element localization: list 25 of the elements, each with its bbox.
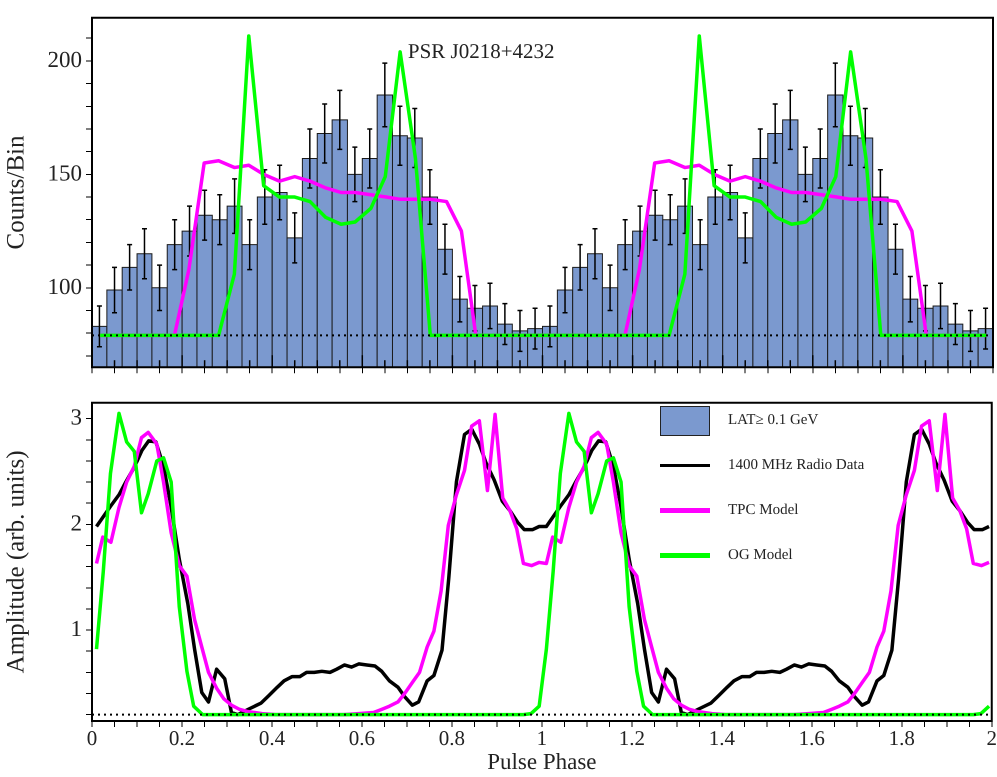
legend-label: TPC Model xyxy=(728,502,798,519)
y-axis-title: Amplitude (arb. units) xyxy=(2,450,30,674)
y-tick-label: 3 xyxy=(70,404,82,430)
y-axis-title: Counts/Bin xyxy=(2,135,30,250)
x-tick-label: 0.2 xyxy=(168,726,196,750)
legend-label: LAT≥ 0.1 GeV xyxy=(728,412,818,429)
x-tick-label: 0.8 xyxy=(438,726,466,750)
x-tick-label: 0.4 xyxy=(258,726,286,750)
y-tick-label: 1 xyxy=(70,616,82,642)
y-tick-label: 2 xyxy=(70,510,82,536)
text: PSR J0218+4232 xyxy=(408,38,555,63)
legend-label: OG Model xyxy=(728,547,793,564)
y-tick-label: 100 xyxy=(48,274,82,299)
x-tick-label: 1.4 xyxy=(708,726,736,750)
x-tick-label: 0.6 xyxy=(348,726,376,750)
x-tick-label: 2 xyxy=(986,726,997,750)
y-tick-label: 150 xyxy=(48,160,82,186)
legend-label: 1400 MHz Radio Data xyxy=(728,457,864,474)
x-tick-label: 1 xyxy=(536,726,548,750)
x-tick-label: 1.2 xyxy=(618,726,645,750)
x-tick-label: 1.8 xyxy=(888,726,915,750)
x-tick-label: 0 xyxy=(86,726,98,750)
x-tick-label: 1.6 xyxy=(798,726,825,750)
y-tick-label: 200 xyxy=(48,46,82,72)
x-axis-title: Pulse Phase xyxy=(487,749,596,774)
